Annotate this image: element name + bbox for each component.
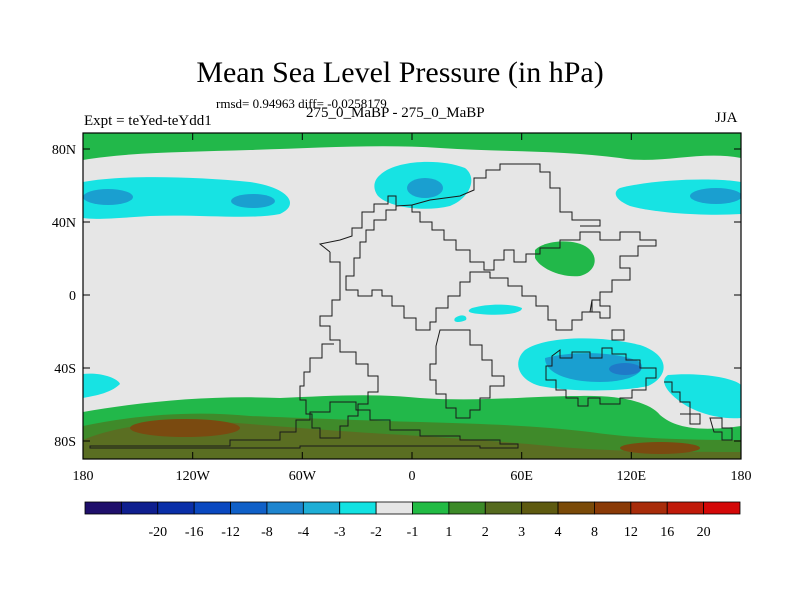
colorbar-swatch	[484, 501, 523, 515]
colorbar-label: -3	[334, 525, 346, 540]
x-tick-label: 0	[409, 469, 416, 484]
colorbar-label: 3	[518, 525, 525, 540]
coastlines	[89, 163, 733, 449]
map-subtitle: 275_0_MaBP - 275_0_MaBP	[306, 105, 485, 121]
x-axis-labels: 180 120W 60W 0 60E 120E 180	[73, 469, 752, 484]
y-tick-label: 40S	[54, 362, 76, 377]
blue-core-east	[690, 188, 741, 204]
blue-area-south	[545, 353, 642, 382]
colorbar-label: 1	[445, 525, 452, 540]
brown-core-southeast	[620, 442, 700, 454]
colorbar-swatch	[412, 501, 450, 515]
colorbar-label: 8	[591, 525, 598, 540]
colorbar-label: -1	[407, 525, 419, 540]
south-olive-band	[83, 421, 741, 459]
colorbar-swatch	[84, 501, 122, 515]
y-tick-label: 80S	[54, 435, 76, 450]
colorbar-label: -16	[185, 525, 204, 540]
experiment-label: Expt = teYed-teYdd1	[84, 113, 212, 129]
colorbar-label: -12	[221, 525, 240, 540]
colorbar-swatch	[302, 501, 341, 515]
colorbar-label: -2	[370, 525, 382, 540]
x-tick-label: 180	[73, 469, 94, 484]
stats-line: rmsd= 0.94963 diff= -0.0258179	[216, 96, 387, 111]
y-tick-label: 80N	[52, 143, 76, 158]
cyan-blob-southwest	[83, 373, 120, 398]
colorbar-swatch	[594, 501, 632, 515]
cyan-sliver-equator	[468, 304, 522, 315]
map-field	[83, 133, 741, 459]
y-tick-label: 0	[69, 289, 76, 304]
colorbar-label: 20	[697, 525, 711, 540]
blue-core-west	[83, 189, 133, 205]
x-tick-label: 120W	[176, 469, 211, 484]
colorbar-swatch	[230, 501, 268, 515]
colorbar-swatch	[521, 501, 559, 515]
colorbar-label: -4	[297, 525, 309, 540]
season-label: JJA	[715, 110, 738, 126]
x-tick-label: 60W	[289, 469, 317, 484]
cyan-blob-southeast	[664, 374, 741, 419]
blue-core-south	[609, 363, 641, 375]
colorbar-swatch	[375, 501, 413, 515]
x-tick-label: 60E	[510, 469, 533, 484]
brown-core-south	[130, 419, 240, 437]
colorbar-label: -20	[148, 525, 167, 540]
tick-marks	[82, 133, 742, 459]
colorbar-swatch	[630, 501, 668, 515]
colorbar-swatch	[703, 501, 741, 515]
colorbar-labels: -20 -16 -12 -8 -4 -3 -2 -1 1 2 3 4 8 12 16 20	[148, 525, 710, 540]
cyan-dot-equator	[454, 315, 467, 323]
x-tick-label: 120E	[617, 469, 647, 484]
colorbar-swatch	[666, 501, 705, 515]
colorbar-label: 16	[660, 525, 674, 540]
green-blob-center	[535, 241, 595, 277]
colorbar-label: -8	[261, 525, 273, 540]
colorbar-swatch	[339, 501, 377, 515]
colorbar-swatch	[266, 501, 304, 515]
blue-core-atlantic	[407, 178, 443, 198]
colorbar-swatch	[193, 501, 231, 515]
map-title: Mean Sea Level Pressure (in hPa)	[196, 56, 604, 89]
y-axis-labels: 80N 40N 0 40S 80S	[52, 143, 76, 450]
colorbar-swatch	[557, 501, 595, 515]
colorbar-label: 12	[624, 525, 638, 540]
colorbar	[84, 501, 741, 515]
colorbar-swatch	[157, 501, 195, 515]
colorbar-label: 4	[555, 525, 562, 540]
north-green-band	[83, 133, 741, 160]
colorbar-label: 2	[482, 525, 489, 540]
blue-core-pacific	[231, 194, 275, 208]
cyan-blob-north-pacific	[83, 177, 290, 219]
colorbar-swatch	[448, 501, 486, 515]
y-tick-label: 40N	[52, 216, 76, 231]
x-tick-label: 180	[731, 469, 752, 484]
colorbar-swatch	[120, 501, 159, 515]
